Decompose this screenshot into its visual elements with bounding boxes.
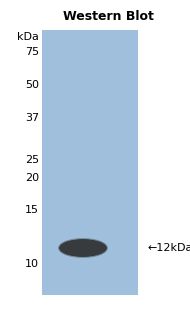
Text: 25: 25 [25, 155, 39, 165]
Ellipse shape [59, 239, 107, 257]
Text: ←12kDa: ←12kDa [148, 243, 190, 253]
Text: 37: 37 [25, 113, 39, 123]
Text: 15: 15 [25, 205, 39, 215]
Text: kDa: kDa [17, 32, 39, 42]
Text: 10: 10 [25, 259, 39, 269]
Text: 20: 20 [25, 173, 39, 183]
Text: 75: 75 [25, 47, 39, 57]
Bar [42, 30, 138, 295]
Text: Western Blot: Western Blot [63, 10, 154, 23]
Text: 50: 50 [25, 80, 39, 90]
